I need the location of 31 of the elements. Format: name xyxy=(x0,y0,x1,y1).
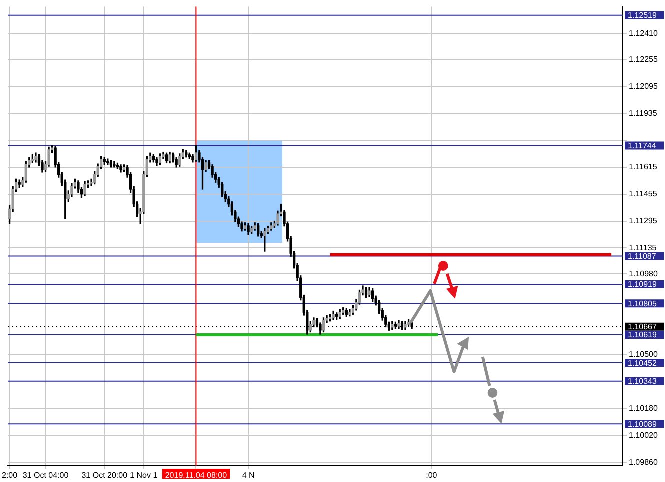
x-tick-label: 31 Oct 04:00 xyxy=(22,471,70,480)
candlestick xyxy=(113,161,116,168)
ref-line-label: 1.10343 xyxy=(628,377,658,386)
x-tick-label: 1 Nov 1 xyxy=(130,471,158,480)
y-tick-label: 1.12255 xyxy=(629,54,658,64)
x-tick-label: 2019.11.04 08:00 xyxy=(165,471,228,480)
y-tick-label: 1.12410 xyxy=(629,28,658,38)
y-tick-label: 1.10020 xyxy=(629,430,658,440)
y-tick-label: 1.10180 xyxy=(629,404,658,414)
ref-line-label: 1.10452 xyxy=(628,358,658,368)
ref-line-label: 1.11744 xyxy=(628,141,657,150)
y-tick-label: 1.11455 xyxy=(629,190,658,199)
y-tick-label: 1.12095 xyxy=(629,82,658,91)
y-tick-label: 1.11615 xyxy=(629,162,658,172)
y-tick-label: 1.10980 xyxy=(629,269,658,278)
ref-line-label: 1.10089 xyxy=(628,420,658,429)
x-tick-label: 2:00 xyxy=(2,471,18,480)
y-tick-label: 1.11935 xyxy=(629,108,658,118)
y-tick-label: 1.10500 xyxy=(629,350,658,360)
ref-line-label: 1.10619 xyxy=(628,330,658,340)
x-tick-label: :00 xyxy=(426,471,438,480)
x-tick-label: 4 N xyxy=(242,471,255,480)
ref-line-label: 1.11087 xyxy=(628,252,657,261)
y-tick-label: 1.11135 xyxy=(629,243,658,252)
y-tick-label: 1.09860 xyxy=(629,458,658,467)
ref-line-label: 1.10919 xyxy=(628,280,658,290)
ref-line-label: 1.10667 xyxy=(628,322,658,332)
ref-line-label: 1.12519 xyxy=(628,11,658,20)
x-tick-label: 31 Oct 20:00 xyxy=(82,471,128,480)
ref-line-label: 1.10805 xyxy=(628,299,658,308)
y-tick-label: 1.11295 xyxy=(629,216,658,226)
